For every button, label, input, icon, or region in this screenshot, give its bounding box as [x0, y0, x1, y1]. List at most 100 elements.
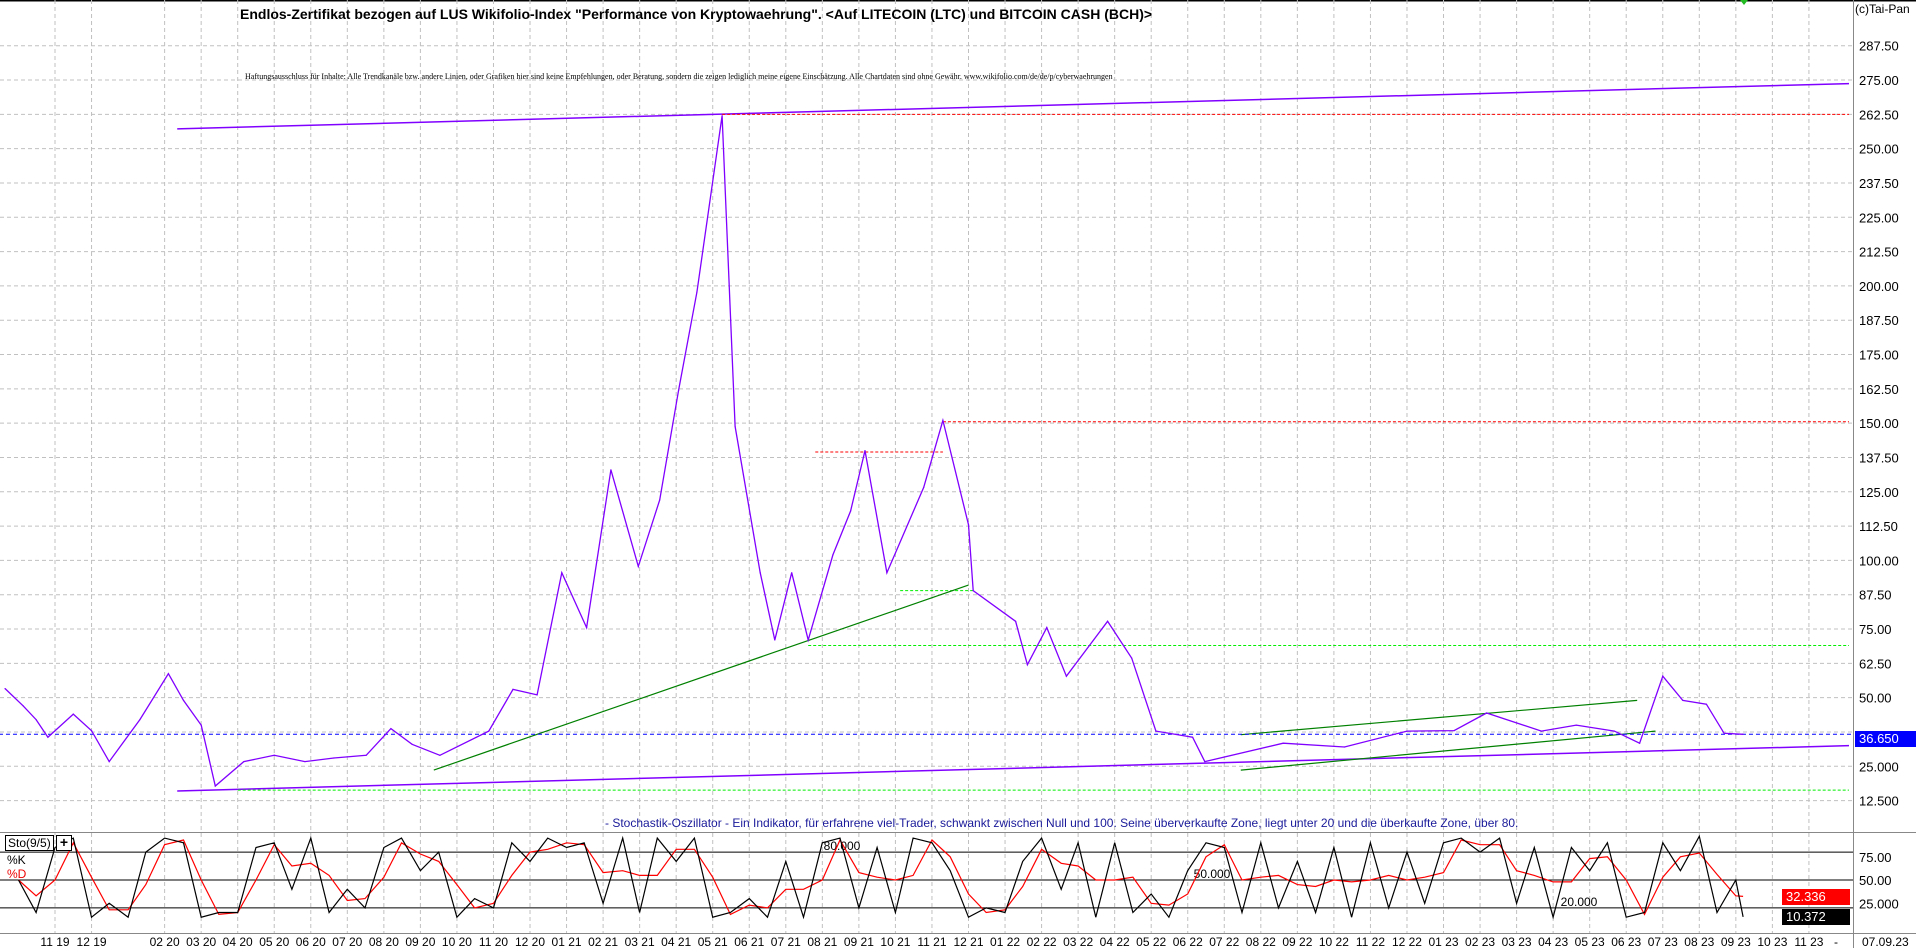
- y-tick-label: 87.50: [1859, 588, 1892, 603]
- chart-title: Endlos-Zertifikat bezogen auf LUS Wikifo…: [240, 6, 1153, 22]
- price-point: [1540, 730, 1542, 732]
- x-tick-label: 06 22: [1173, 935, 1203, 948]
- d-legend-label: %D: [7, 867, 27, 881]
- y-tick-label: 200.00: [1859, 279, 1899, 294]
- y-tick-label: 212.50: [1859, 245, 1899, 260]
- x-tick-label: 01 22: [990, 935, 1020, 948]
- price-point: [696, 291, 698, 293]
- price-point: [832, 554, 834, 556]
- x-tick-label: 09 21: [844, 935, 874, 948]
- x-tick-label: 08 22: [1246, 935, 1276, 948]
- price-point: [678, 389, 680, 391]
- y-tick-label: 150.00: [1859, 416, 1899, 431]
- stoch-level-label: 20.000: [1561, 895, 1598, 909]
- last-price-badge: 36.650: [1855, 731, 1916, 747]
- y-tick-label: 125.00: [1859, 485, 1899, 500]
- price-point: [1453, 729, 1455, 732]
- price-point: [333, 757, 335, 759]
- y-tick-label: 112.50: [1859, 519, 1898, 534]
- x-tick-label: 05 23: [1575, 935, 1605, 948]
- price-point: [637, 565, 639, 568]
- price-point: [139, 718, 141, 721]
- k-legend-label: %K: [7, 853, 26, 867]
- stoch-y-tick-label: 50.00: [1859, 873, 1892, 888]
- x-tick-label: 01 23: [1429, 935, 1459, 948]
- x-tick-label: 12 22: [1392, 935, 1422, 948]
- price-point: [167, 673, 169, 675]
- x-tick-label: 08 20: [369, 935, 399, 948]
- price-point: [1131, 657, 1133, 659]
- price-point: [1705, 703, 1707, 705]
- price-point: [35, 718, 37, 721]
- x-tick-label: 06 21: [734, 935, 764, 948]
- y-tick-label: 12.500: [1859, 794, 1899, 809]
- x-tick-label: 09 22: [1282, 935, 1312, 948]
- price-point: [734, 425, 736, 428]
- x-tick-label: 02 21: [588, 935, 618, 948]
- price-point: [1613, 730, 1616, 732]
- indicator-name-button[interactable]: Sto(9/5): [5, 835, 54, 851]
- price-point: [4, 687, 6, 690]
- indicator-description: - Stochastik-Oszillator - Ein Indikator,…: [605, 816, 1519, 830]
- price-point: [972, 589, 974, 592]
- y-tick-label: 25.000: [1859, 759, 1899, 774]
- price-point: [108, 760, 110, 763]
- y-tick-label: 162.50: [1859, 382, 1899, 397]
- price-point: [561, 572, 563, 574]
- price-point: [791, 572, 793, 574]
- stoch-y-tick-label: 75.00: [1859, 850, 1892, 865]
- x-tick-label: 03 23: [1502, 935, 1532, 948]
- x-tick-label: 11 23: [1794, 935, 1823, 948]
- price-point: [886, 572, 888, 574]
- x-tick-label: 07 23: [1648, 935, 1678, 948]
- price-point: [304, 760, 306, 763]
- x-tick-label: 10 22: [1319, 935, 1349, 948]
- price-point: [1015, 620, 1017, 622]
- price-point: [488, 730, 490, 732]
- x-tick-label: 02 22: [1027, 935, 1057, 948]
- x-tick-label: 05 22: [1136, 935, 1166, 948]
- price-point: [273, 754, 275, 756]
- price-point: [864, 449, 866, 452]
- price-point: [1106, 620, 1109, 622]
- x-tick-label: 02 23: [1465, 935, 1495, 948]
- price-point: [1204, 760, 1206, 763]
- x-tick-label: 09 20: [405, 935, 435, 948]
- price-point: [1065, 675, 1067, 677]
- x-tick-label: 08 23: [1684, 935, 1714, 948]
- trend-line: [1240, 730, 1656, 771]
- x-tick-label: 12 20: [515, 935, 545, 948]
- plus-icon[interactable]: +: [56, 835, 72, 851]
- price-point: [47, 736, 49, 738]
- price-point: [1485, 712, 1488, 714]
- y-tick-label: 225.00: [1859, 210, 1899, 225]
- y-tick-label: 187.50: [1859, 313, 1899, 328]
- price-point: [850, 510, 852, 512]
- disclaimer-text: Haftungsausschluss für Inhalte: Alle Tre…: [245, 72, 1113, 81]
- y-tick-label: 75.00: [1859, 622, 1892, 637]
- price-point: [1662, 675, 1664, 677]
- price-point: [610, 469, 612, 471]
- signal-marker-icon: [1740, 0, 1748, 5]
- price-point: [200, 724, 202, 726]
- price-point: [1406, 730, 1408, 732]
- x-tick-label: 08 21: [807, 935, 837, 948]
- price-point: [585, 627, 588, 629]
- x-tick-label: 10 21: [880, 935, 910, 948]
- price-point: [967, 524, 970, 526]
- x-tick-label: 03 22: [1063, 935, 1093, 948]
- price-series-line: [4, 115, 1744, 788]
- price-point: [659, 499, 661, 501]
- last-k-badge: 10.372: [1782, 909, 1850, 925]
- price-point: [1575, 724, 1577, 726]
- price-point: [1343, 746, 1346, 748]
- price-point: [759, 572, 761, 574]
- x-tick-label: 11 21: [917, 935, 946, 948]
- x-tick-label: 03 21: [625, 935, 655, 948]
- x-tick-label: 11 19: [40, 935, 69, 948]
- price-point: [1282, 742, 1284, 744]
- price-point: [1026, 664, 1029, 666]
- channel-lower-line: [177, 744, 1850, 792]
- price-point: [439, 754, 441, 756]
- x-tick-label: 01 21: [552, 935, 582, 948]
